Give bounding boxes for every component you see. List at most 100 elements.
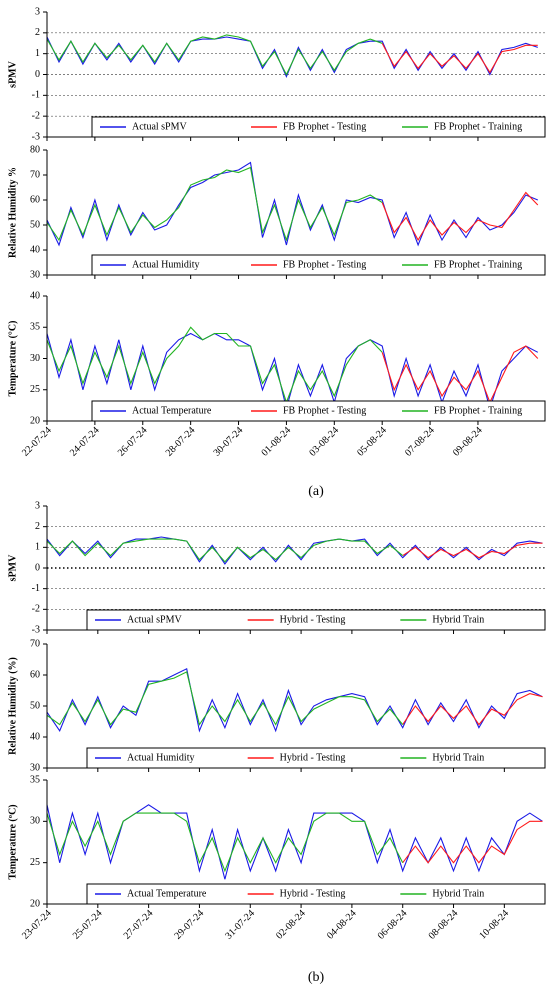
y-tick-label: 0 [35, 562, 40, 573]
legend-label: Actual sPMV [132, 121, 188, 132]
y-axis-label: sPMV [7, 554, 18, 581]
series-line [46, 538, 404, 563]
legend-label: Actual Temperature [132, 405, 212, 416]
y-tick-label: -3 [32, 624, 40, 635]
series-line [402, 820, 543, 864]
legend-label: Hybrid Train [432, 614, 484, 625]
y-tick-label: 20 [30, 415, 40, 426]
series-line [381, 43, 538, 74]
y-axis-label: Relative Humidity % [7, 167, 18, 258]
series-line [381, 191, 539, 242]
x-tick-label: 31-07-24 [223, 908, 257, 942]
legend-label: Hybrid Train [432, 752, 484, 763]
y-tick-label: 3 [35, 6, 40, 17]
x-tick-label: 08-08-24 [427, 908, 461, 942]
x-tick-label: 09-08-24 [451, 425, 485, 459]
series-line [46, 34, 383, 76]
y-tick-label: 3 [35, 500, 40, 511]
series-line [46, 166, 383, 242]
y-tick-label: -1 [32, 583, 40, 594]
legend-label: Actual Humidity [132, 259, 200, 270]
legend-label: FB Prophet - Training [434, 259, 522, 270]
x-tick-label: 22-07-24 [20, 425, 54, 459]
series-line [46, 667, 543, 733]
y-tick-label: 35 [30, 774, 40, 785]
y-tick-label: 30 [30, 816, 40, 827]
y-tick-label: 25 [30, 384, 40, 395]
series-line [46, 161, 539, 247]
y-tick-label: 40 [30, 244, 40, 255]
y-tick-label: 50 [30, 700, 40, 711]
y-axis-label: Relative Humidity (%) [7, 657, 18, 755]
series-line [46, 326, 383, 404]
legend-label: Actual sPMV [127, 614, 183, 625]
legend-label: FB Prophet - Training [434, 405, 522, 416]
series-line [46, 812, 404, 873]
y-axis-label: sPMV [7, 60, 18, 87]
series-line [46, 671, 404, 726]
y-tick-label: 0 [35, 69, 40, 80]
x-tick-label: 28-07-24 [164, 425, 198, 459]
legend-box [86, 609, 546, 631]
y-tick-label: 40 [30, 731, 40, 742]
y-tick-label: 40 [30, 290, 40, 301]
x-tick-label: 03-08-24 [307, 425, 341, 459]
legend-label: Actual Temperature [127, 888, 207, 899]
legend-box [91, 116, 546, 138]
y-tick-label: -2 [32, 110, 40, 121]
x-tick-label: 07-08-24 [403, 425, 437, 459]
x-tick-label: 02-08-24 [274, 908, 308, 942]
legend-box [86, 883, 546, 905]
y-tick-label: 20 [30, 898, 40, 909]
legend-label: FB Prophet - Testing [283, 405, 366, 416]
x-tick-label: 10-08-24 [477, 908, 511, 942]
legend-label: Hybrid - Testing [280, 888, 346, 899]
x-tick-label: 26-07-24 [116, 425, 150, 459]
x-tick-label: 23-07-24 [20, 908, 54, 942]
y-tick-label: 30 [30, 762, 40, 773]
y-tick-label: 70 [30, 169, 40, 180]
legend-label: Actual Humidity [127, 752, 195, 763]
series-line [402, 693, 543, 726]
y-tick-label: 1 [35, 542, 40, 553]
x-tick-label: 29-07-24 [172, 908, 206, 942]
y-tick-label: -3 [32, 131, 40, 142]
y-axis-label: Temperature (ºC) [7, 804, 18, 879]
caption: (a) [308, 484, 324, 499]
y-tick-label: 30 [30, 269, 40, 280]
y-tick-label: 2 [35, 27, 40, 38]
y-tick-label: 1 [35, 48, 40, 59]
y-tick-label: -2 [32, 604, 40, 615]
y-tick-label: 50 [30, 219, 40, 230]
y-tick-label: 80 [30, 144, 40, 155]
y-tick-label: 70 [30, 638, 40, 649]
legend-label: FB Prophet - Testing [283, 121, 366, 132]
x-tick-label: 24-07-24 [68, 425, 102, 459]
x-tick-label: 06-08-24 [376, 908, 410, 942]
x-tick-label: 05-08-24 [355, 425, 389, 459]
series-line [402, 542, 543, 559]
legend-box [86, 747, 546, 769]
y-tick-label: 60 [30, 194, 40, 205]
x-tick-label: 30-07-24 [212, 425, 246, 459]
x-tick-label: 27-07-24 [122, 908, 156, 942]
y-tick-label: 35 [30, 322, 40, 333]
y-tick-label: 25 [30, 857, 40, 868]
legend-label: Hybrid Train [432, 888, 484, 899]
series-line [46, 332, 539, 411]
y-tick-label: 2 [35, 521, 40, 532]
legend-label: FB Prophet - Training [434, 121, 522, 132]
y-axis-label: Temperature (°C) [7, 321, 18, 397]
caption: (b) [308, 970, 325, 985]
series-line [46, 804, 543, 880]
series-line [381, 345, 539, 404]
x-tick-label: 01-08-24 [259, 425, 293, 459]
legend-box [91, 254, 546, 276]
x-tick-label: 25-07-24 [71, 908, 105, 942]
legend-label: Hybrid - Testing [280, 752, 346, 763]
x-tick-label: 04-08-24 [325, 908, 359, 942]
legend-box [91, 400, 546, 422]
legend-label: Hybrid - Testing [280, 614, 346, 625]
y-tick-label: -1 [32, 90, 40, 101]
